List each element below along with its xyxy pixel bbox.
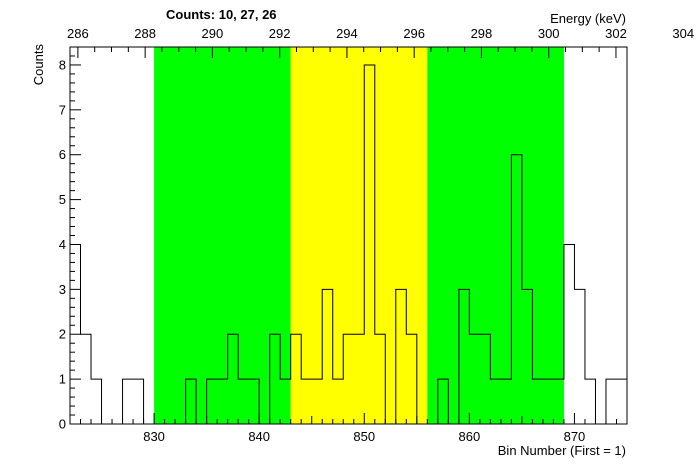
- energy-tick-label: 290: [202, 26, 224, 41]
- y-tick-label: 6: [59, 147, 66, 162]
- y-tick-label: 8: [59, 57, 66, 72]
- histogram-bin: [574, 289, 585, 424]
- y-tick-label: 3: [59, 282, 66, 297]
- y-tick-label: 0: [59, 417, 66, 432]
- x-tick-label: 840: [248, 429, 270, 444]
- x-tick-label: 870: [564, 429, 586, 444]
- histogram-bin: [616, 379, 627, 424]
- y-tick-label: 1: [59, 372, 66, 387]
- energy-tick-label: 300: [538, 26, 560, 41]
- energy-tick-label: 302: [605, 26, 627, 41]
- energy-tick-label: 292: [269, 26, 291, 41]
- energy-axis-title: Energy (keV): [550, 11, 626, 26]
- energy-tick-label: 288: [134, 26, 156, 41]
- energy-tick-label: 304: [672, 26, 694, 41]
- counts-title: Counts: 10, 27, 26: [166, 7, 277, 22]
- y-axis-title: Counts: [31, 44, 46, 86]
- y-tick-label: 4: [59, 237, 66, 252]
- energy-tick-label: 296: [403, 26, 425, 41]
- histogram-bin: [564, 244, 575, 424]
- histogram-bin: [91, 379, 102, 424]
- x-tick-label: 830: [143, 429, 165, 444]
- histogram-bin: [123, 379, 134, 424]
- y-tick-label: 5: [59, 192, 66, 207]
- energy-tick-label: 298: [471, 26, 493, 41]
- x-axis-title: Bin Number (First = 1): [498, 443, 626, 458]
- histogram-bin: [585, 379, 596, 424]
- region-peak: [290, 47, 428, 424]
- region-right-background: [427, 47, 564, 424]
- x-tick-label: 860: [459, 429, 481, 444]
- region-bands: [154, 47, 564, 424]
- y-tick-label: 2: [59, 327, 66, 342]
- x-tick-label: 850: [353, 429, 375, 444]
- histogram-bin: [606, 379, 617, 424]
- energy-tick-label: 294: [336, 26, 358, 41]
- tick-labels: 830 840 850 860 870 0 1 2 3 4 5 6 7 8 286 288 290 292 294 2…: [59, 26, 694, 444]
- region-left-background: [154, 47, 291, 424]
- energy-tick-label: 286: [67, 26, 89, 41]
- histogram-bin: [81, 334, 92, 424]
- y-tick-label: 7: [59, 102, 66, 117]
- tick-marks: [69, 46, 628, 425]
- histogram-bin: [133, 379, 144, 424]
